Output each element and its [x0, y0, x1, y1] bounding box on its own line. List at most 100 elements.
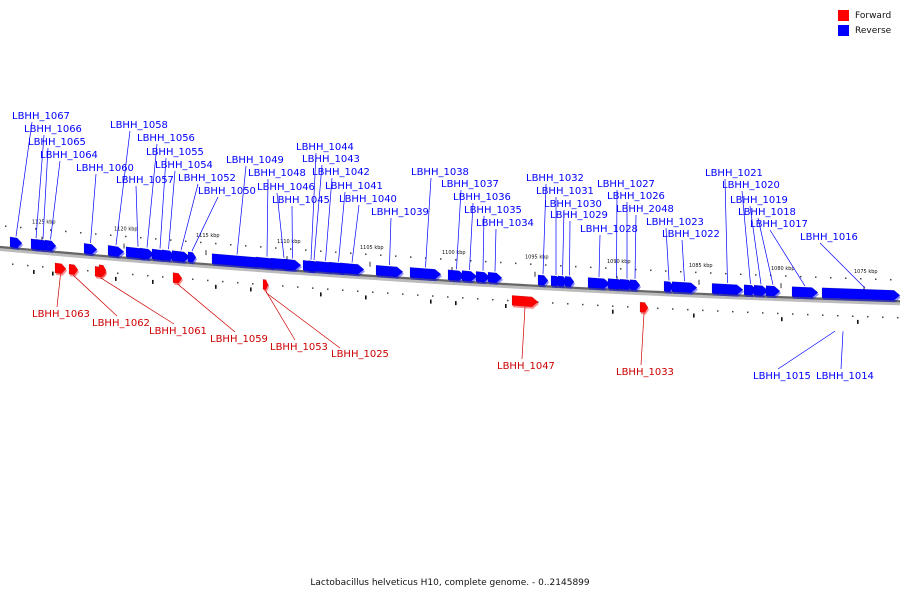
strand-dot	[717, 310, 719, 312]
gene-leader-line	[681, 239, 685, 282]
gene-leader-line	[276, 192, 285, 258]
strand-dash	[365, 295, 367, 300]
strand-dot	[275, 247, 277, 249]
strand-dot	[485, 260, 487, 263]
strand-dot	[402, 293, 404, 295]
strand-dot	[807, 313, 809, 316]
strand-dash	[215, 284, 217, 289]
gene-leader-line	[351, 204, 360, 263]
gene-leader-line	[135, 185, 139, 247]
strand-dot	[822, 314, 824, 316]
strand-dot	[222, 280, 224, 283]
strand-dot	[882, 316, 884, 318]
strand-dot	[320, 250, 322, 252]
gene-leader-line	[665, 227, 670, 281]
reverse-gene-arrow	[9, 236, 23, 250]
strand-dot	[627, 306, 629, 308]
gene-leader-line	[180, 183, 199, 251]
gene-label-reverse: LBHH_1019	[730, 195, 788, 206]
legend-item-forward: Forward	[838, 8, 900, 23]
gene-leader-line	[177, 283, 236, 333]
gene-leader-line	[616, 189, 618, 278]
strand-dot	[582, 303, 584, 306]
strand-dot	[455, 259, 457, 261]
strand-dot	[477, 298, 479, 300]
gene-label-forward: LBHH_1053	[270, 342, 328, 353]
strand-dot	[305, 249, 307, 251]
gene-label-forward: LBHH_1061	[149, 326, 207, 337]
gene-label-reverse: LBHH_1058	[110, 120, 168, 131]
strand-dot	[155, 238, 157, 240]
gene-label-forward: LBHH_1063	[32, 309, 90, 320]
strand-dash	[693, 313, 695, 318]
gene-leader-line	[73, 275, 118, 317]
reverse-gene-arrow	[447, 269, 466, 283]
strand-dot	[687, 308, 689, 311]
gene-label-forward: LBHH_1059	[210, 334, 268, 345]
gene-leader-line	[769, 229, 806, 287]
gene-label-reverse: LBHH_1043	[302, 154, 360, 165]
strand-dot	[890, 278, 892, 281]
gene-leader-line	[494, 228, 497, 272]
strand-dot	[252, 283, 254, 285]
scale-tick-label: 1075 kbp	[854, 269, 878, 275]
strand-dot	[290, 248, 292, 250]
strand-dot	[650, 269, 652, 272]
gene-leader-line	[741, 190, 751, 284]
strand-dot	[762, 312, 764, 314]
gene-leader-line	[115, 130, 131, 246]
strand-dot	[185, 240, 187, 243]
strand-dot	[447, 296, 449, 298]
scale-tick-label: 1120 kbp	[114, 227, 138, 233]
strand-dash	[320, 292, 322, 297]
strand-dot	[875, 278, 877, 280]
gene-label-reverse: LBHH_1046	[257, 182, 315, 193]
scale-tick-label: 1080 kbp	[771, 266, 795, 272]
gene-label-reverse: LBHH_1021	[705, 168, 763, 179]
strand-dot	[837, 314, 839, 317]
strand-dot	[132, 273, 134, 276]
strand-dot	[792, 313, 794, 315]
scale-tick-label: 1090 kbp	[607, 259, 631, 265]
gene-leader-line	[35, 134, 45, 239]
gene-label-reverse: LBHH_1041	[325, 181, 383, 192]
strand-dot	[740, 273, 742, 276]
legend: Forward Reverse	[838, 8, 900, 38]
reverse-gene-arrow	[83, 243, 98, 257]
reverse-gene-arrow	[375, 264, 404, 279]
gene-label-reverse: LBHH_1014	[816, 371, 874, 382]
strand-dash	[52, 271, 54, 276]
legend-label-forward: Forward	[855, 10, 892, 21]
gene-leader-line	[266, 178, 269, 257]
strand-dot	[800, 275, 802, 278]
reverse-gene-arrow	[791, 286, 819, 300]
strand-dot	[680, 270, 682, 273]
gene-label-forward: LBHH_1025	[331, 349, 389, 360]
strand-dot	[27, 264, 29, 267]
strand-dot	[417, 294, 419, 296]
strand-dot	[537, 301, 539, 303]
strand-dot	[500, 261, 502, 264]
strand-dot	[140, 236, 142, 239]
strand-dot	[815, 276, 817, 278]
forward-gene-arrow	[262, 279, 269, 292]
gene-label-reverse: LBHH_1050	[198, 186, 256, 197]
strand-dot	[35, 228, 37, 230]
gene-label-reverse: LBHH_1027	[597, 179, 655, 190]
gene-label-reverse: LBHH_1066	[24, 124, 82, 135]
forward-gene-arrow	[639, 301, 649, 315]
strand-dot	[410, 256, 412, 258]
strand-dot	[620, 268, 622, 270]
gene-label-reverse: LBHH_1049	[226, 155, 284, 166]
strand-dot	[515, 262, 517, 265]
gene-leader-line	[325, 177, 333, 261]
gene-leader-line	[456, 189, 462, 270]
gene-label-reverse: LBHH_1023	[646, 217, 704, 228]
strand-markers	[5, 225, 899, 324]
strand-dot	[237, 281, 239, 284]
strand-dot	[845, 277, 847, 279]
gene-leader-line	[100, 277, 175, 325]
gene-label-reverse: LBHH_1042	[312, 167, 370, 178]
strand-dot	[545, 264, 547, 266]
